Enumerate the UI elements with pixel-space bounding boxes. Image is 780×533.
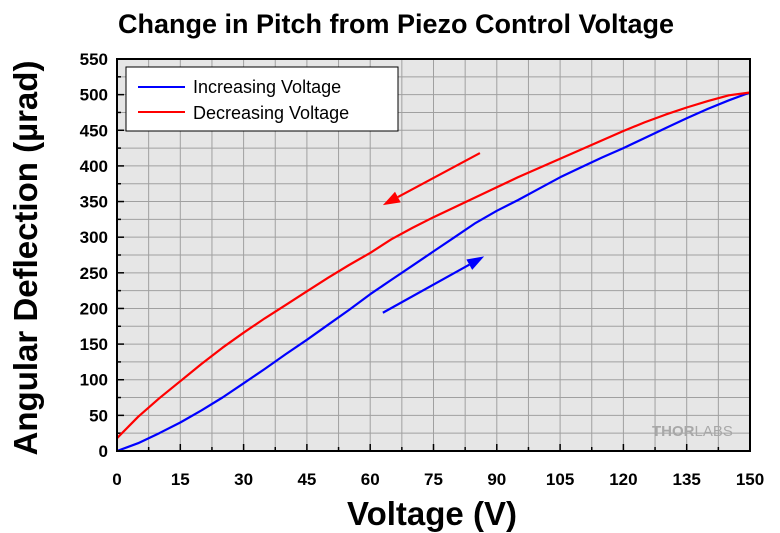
y-tick-label: 350 xyxy=(80,193,108,212)
thorlabs-watermark: THORLABS xyxy=(652,423,733,440)
x-tick-label: 150 xyxy=(736,470,764,489)
legend: Increasing Voltage Decreasing Voltage xyxy=(125,66,399,132)
y-tick-label: 200 xyxy=(80,299,108,318)
y-tick-label: 150 xyxy=(80,335,108,354)
y-tick-label: 0 xyxy=(99,442,108,461)
y-tick-label: 250 xyxy=(80,264,108,283)
x-tick-label: 90 xyxy=(487,470,506,489)
legend-label-increasing: Increasing Voltage xyxy=(193,77,341,97)
legend-label-decreasing: Decreasing Voltage xyxy=(193,103,349,123)
arrow-shaft-0 xyxy=(397,152,481,199)
chart-title: Change in Pitch from Piezo Control Volta… xyxy=(118,9,674,39)
x-tick-label: 105 xyxy=(546,470,574,489)
y-tick-label: 550 xyxy=(80,50,108,69)
y-tick-label: 300 xyxy=(80,228,108,247)
y-tick-labels: 0 50 100 150 200 250 300 350 400 450 500 550 xyxy=(80,50,108,461)
series-layer xyxy=(116,91,751,453)
x-tick-label: 120 xyxy=(609,470,637,489)
y-tick-label: 100 xyxy=(80,371,108,390)
watermark-thor: THOR xyxy=(652,423,695,440)
watermark-labs: LABS xyxy=(695,423,733,440)
x-tick-label: 15 xyxy=(171,470,190,489)
x-tick-label: 45 xyxy=(297,470,316,489)
arrow-head-0 xyxy=(382,191,401,206)
series-line-0 xyxy=(116,91,751,453)
y-tick-label: 50 xyxy=(89,406,108,425)
annotation-layer xyxy=(382,152,485,314)
x-tick-label: 135 xyxy=(673,470,701,489)
y-tick-label: 400 xyxy=(80,157,108,176)
x-tick-label: 60 xyxy=(361,470,380,489)
x-tick-labels: 0 15 30 45 60 75 90 105 120 135 150 xyxy=(112,470,764,489)
plot-border xyxy=(116,58,751,452)
arrow-shaft-1 xyxy=(382,263,470,314)
arrow-head-1 xyxy=(466,256,485,270)
y-axis-title: Angular Deflection (µrad) xyxy=(7,61,44,456)
x-tick-label: 75 xyxy=(424,470,443,489)
x-tick-label: 30 xyxy=(234,470,253,489)
x-axis-title: Voltage (V) xyxy=(347,495,517,532)
y-tick-label: 450 xyxy=(80,121,108,140)
series-line-1 xyxy=(116,91,751,439)
y-tick-label: 500 xyxy=(80,86,108,105)
legend-box xyxy=(125,66,399,132)
x-tick-label: 0 xyxy=(112,470,121,489)
